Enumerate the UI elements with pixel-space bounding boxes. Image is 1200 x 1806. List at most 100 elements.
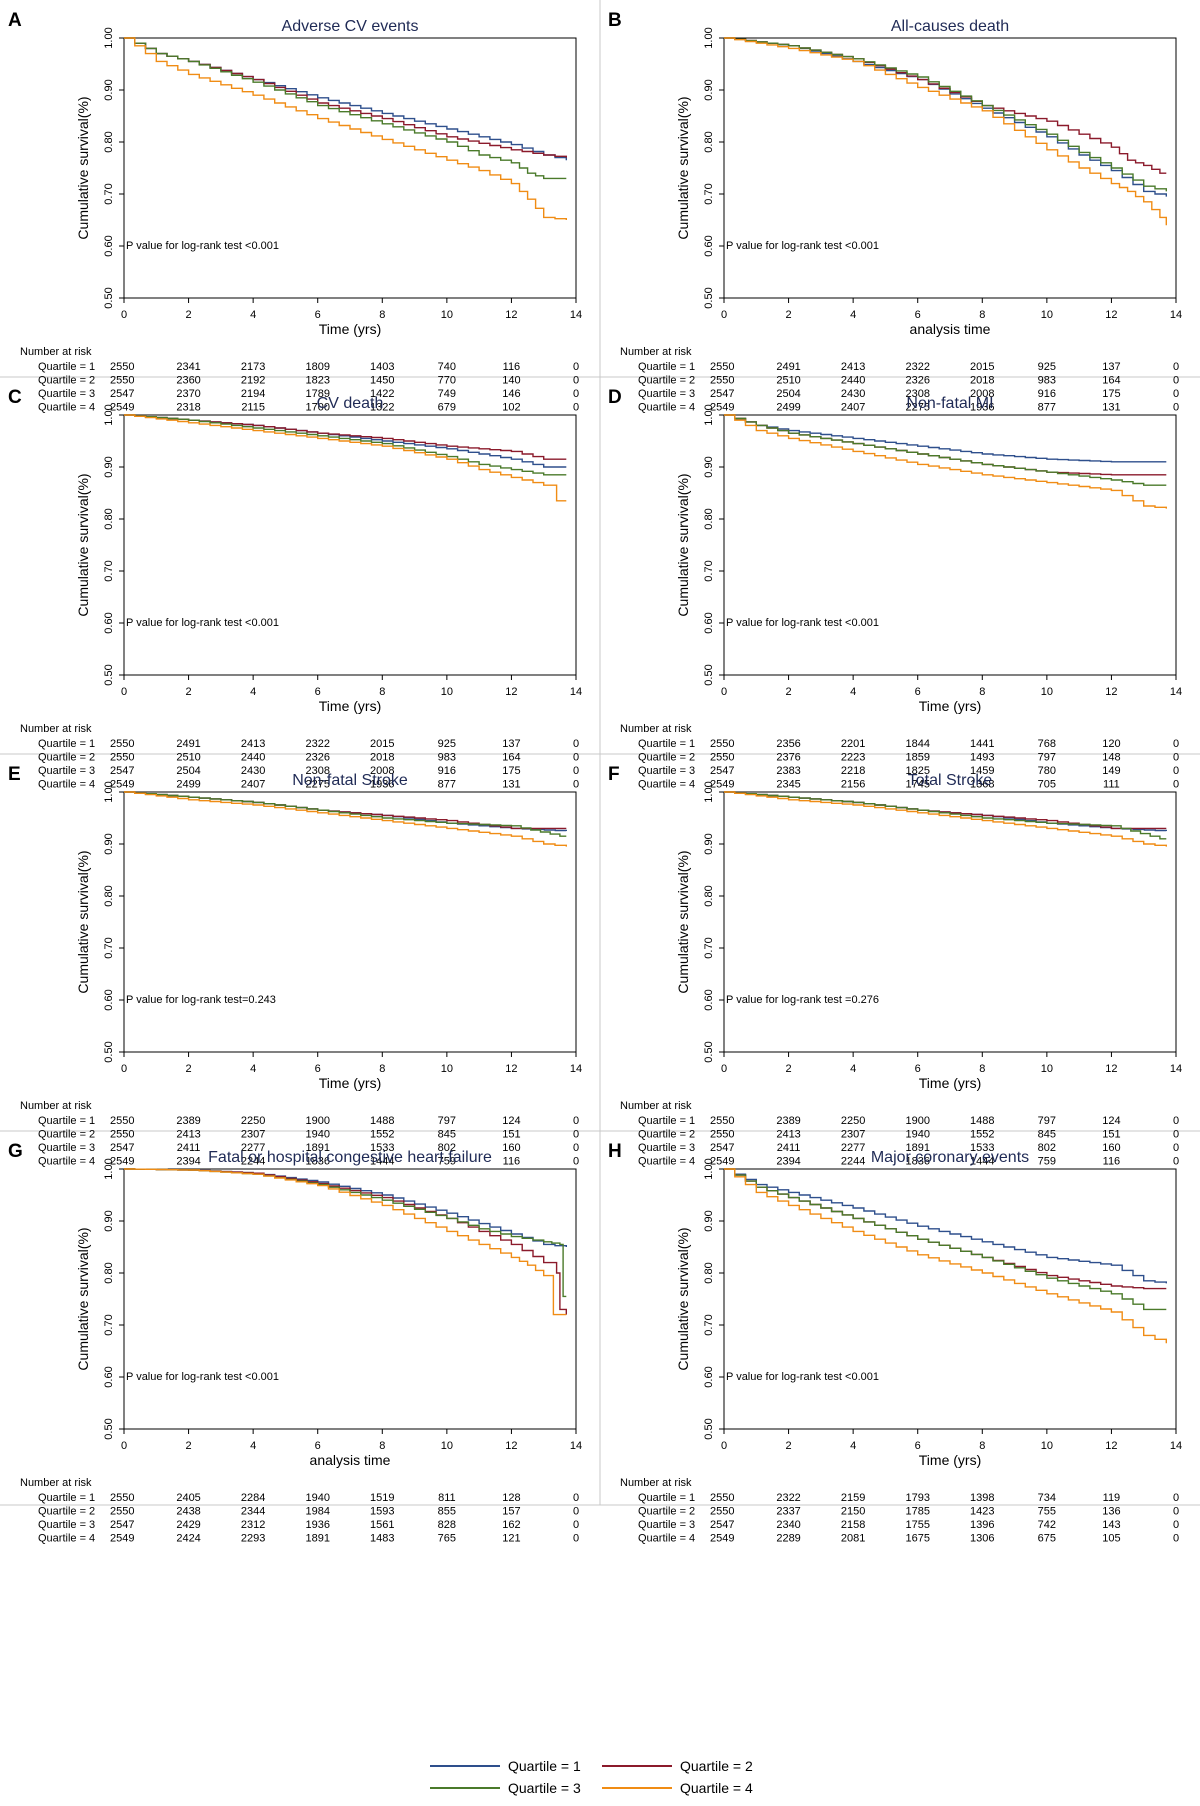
y-axis-label: Cumulative survival(%) bbox=[75, 1227, 91, 1370]
risk-value: 2547 bbox=[110, 388, 134, 400]
risk-value: 175 bbox=[1102, 388, 1120, 400]
risk-value: 105 bbox=[1102, 1533, 1120, 1545]
risk-value: 2223 bbox=[841, 752, 865, 764]
risk-value: 0 bbox=[573, 388, 579, 400]
risk-value: 2244 bbox=[841, 1156, 865, 1168]
y-tick-label: 0.80 bbox=[103, 131, 115, 152]
x-tick-label: 6 bbox=[915, 1063, 921, 1075]
plot-frame bbox=[123, 791, 577, 1053]
risk-value: 2429 bbox=[176, 1519, 200, 1531]
legend-swatch bbox=[602, 1787, 672, 1789]
x-axis-label: Time (yrs) bbox=[319, 1075, 381, 1091]
x-tick-label: 0 bbox=[721, 309, 727, 321]
risk-value: 2250 bbox=[241, 1115, 265, 1127]
risk-value: 1675 bbox=[905, 1533, 929, 1545]
risk-value: 780 bbox=[1038, 765, 1056, 777]
risk-value: 1306 bbox=[970, 1533, 994, 1545]
x-tick-label: 2 bbox=[786, 1063, 792, 1075]
risk-value: 2547 bbox=[710, 765, 734, 777]
x-tick-label: 10 bbox=[1041, 686, 1053, 698]
risk-value: 755 bbox=[1038, 1506, 1056, 1518]
risk-value: 983 bbox=[1038, 375, 1056, 387]
risk-value: 2504 bbox=[176, 765, 200, 777]
risk-row-label: Quartile = 3 bbox=[38, 388, 95, 400]
x-tick-label: 12 bbox=[1105, 1063, 1117, 1075]
x-axis-label: Time (yrs) bbox=[919, 1452, 981, 1468]
risk-value: 1552 bbox=[370, 1129, 394, 1141]
risk-value: 2550 bbox=[110, 1506, 134, 1518]
y-tick-label: 0.60 bbox=[703, 989, 715, 1010]
x-tick-label: 8 bbox=[379, 1063, 385, 1075]
x-tick-label: 14 bbox=[1170, 1063, 1182, 1075]
legend-label: Quartile = 3 bbox=[508, 1780, 581, 1796]
risk-value: 0 bbox=[1173, 738, 1179, 750]
legend-item-quartile-2: Quartile = 2 bbox=[602, 1756, 753, 1776]
risk-value: 1836 bbox=[905, 1156, 929, 1168]
risk-value: 1940 bbox=[305, 1492, 329, 1504]
risk-value: 2376 bbox=[776, 752, 800, 764]
y-axis-label: Cumulative survival(%) bbox=[675, 473, 691, 616]
risk-value: 2550 bbox=[710, 1492, 734, 1504]
risk-value: 2275 bbox=[305, 779, 329, 791]
x-tick-label: 4 bbox=[850, 309, 856, 321]
risk-value: 0 bbox=[573, 402, 579, 414]
risk-value: 2194 bbox=[241, 388, 265, 400]
risk-row-label: Quartile = 3 bbox=[38, 1519, 95, 1531]
y-tick-label: 0.50 bbox=[103, 664, 115, 685]
legend-item-quartile-3: Quartile = 3 bbox=[430, 1778, 581, 1798]
risk-value: 2549 bbox=[110, 402, 134, 414]
risk-value: 2440 bbox=[241, 752, 265, 764]
risk-value: 797 bbox=[438, 1115, 456, 1127]
risk-value: 160 bbox=[1102, 1142, 1120, 1154]
risk-value: 2411 bbox=[177, 1142, 201, 1154]
risk-row-label: Quartile = 3 bbox=[638, 1142, 695, 1154]
risk-value: 2081 bbox=[841, 1533, 865, 1545]
y-tick-label: 0.80 bbox=[703, 885, 715, 906]
chart-title: Total Stroke bbox=[908, 772, 993, 789]
x-tick-label: 10 bbox=[1041, 1063, 1053, 1075]
x-tick-label: 10 bbox=[1041, 309, 1053, 321]
y-tick-label: 0.50 bbox=[703, 287, 715, 308]
risk-value: 2159 bbox=[841, 1492, 865, 1504]
survival-curve-quartile-3 bbox=[724, 791, 1167, 840]
risk-value: 151 bbox=[502, 1129, 520, 1141]
x-axis-label: analysis time bbox=[910, 321, 991, 337]
y-tick-label: 0.60 bbox=[703, 235, 715, 256]
risk-value: 131 bbox=[1102, 402, 1120, 414]
risk-value: 2326 bbox=[905, 375, 929, 387]
panel-g: G Fatal or hospital congestive heart fail… bbox=[8, 1141, 582, 1545]
x-tick-label: 6 bbox=[915, 309, 921, 321]
risk-value: 1561 bbox=[370, 1519, 394, 1531]
legend-item-quartile-4: Quartile = 4 bbox=[602, 1778, 753, 1798]
risk-value: 2318 bbox=[176, 402, 200, 414]
survival-curve-quartile-2 bbox=[724, 1168, 1167, 1290]
y-tick-label: 1.00 bbox=[103, 404, 115, 425]
risk-value: 768 bbox=[1038, 738, 1056, 750]
risk-value: 2277 bbox=[241, 1142, 265, 1154]
risk-value: 1368 bbox=[970, 779, 994, 791]
risk-value: 116 bbox=[1103, 1156, 1121, 1168]
risk-value: 742 bbox=[1038, 1519, 1056, 1531]
risk-value: 1488 bbox=[970, 1115, 994, 1127]
risk-value: 2337 bbox=[776, 1506, 800, 1518]
risk-value: 131 bbox=[502, 779, 520, 791]
panel-b: B All-causes death 0.50 0.60 0.70 0.80 0.90 1.0… bbox=[608, 10, 1182, 414]
x-tick-label: 0 bbox=[121, 1440, 127, 1452]
x-tick-label: 14 bbox=[570, 309, 582, 321]
risk-value: 0 bbox=[1173, 752, 1179, 764]
risk-row-label: Quartile = 1 bbox=[38, 1115, 95, 1127]
y-tick-label: 1.00 bbox=[103, 27, 115, 48]
plot-frame bbox=[723, 37, 1177, 299]
x-tick-label: 0 bbox=[721, 686, 727, 698]
y-tick-label: 0.90 bbox=[703, 79, 715, 100]
risk-value: 1422 bbox=[370, 388, 394, 400]
risk-value: 1785 bbox=[905, 1506, 929, 1518]
risk-value: 1396 bbox=[970, 1519, 994, 1531]
x-tick-label: 4 bbox=[250, 309, 256, 321]
plot-frame bbox=[723, 414, 1177, 676]
risk-row-label: Quartile = 2 bbox=[638, 375, 695, 387]
risk-value: 0 bbox=[573, 1492, 579, 1504]
survival-curve-quartile-4 bbox=[124, 37, 567, 220]
risk-value: 0 bbox=[573, 1533, 579, 1545]
